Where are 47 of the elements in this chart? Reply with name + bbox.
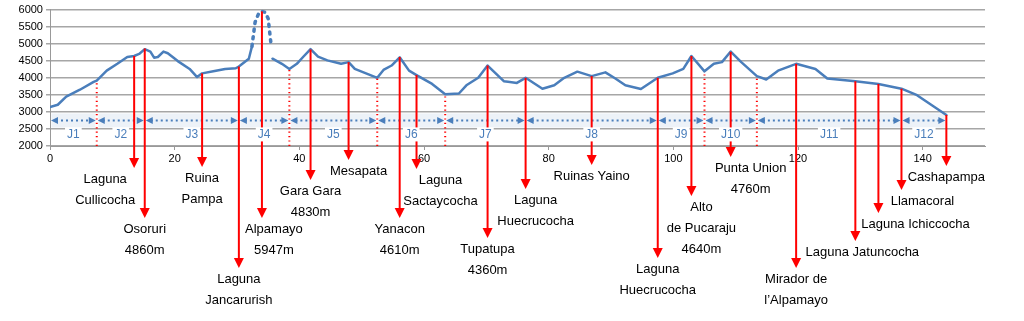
x-tick-label: 140 [913,151,932,164]
x-tick-label: 0 [46,151,54,164]
y-tick-label: 3000 [18,104,43,117]
annotation: Laguna Cullicocha [75,170,136,207]
band-label: J12 [914,126,934,141]
band-label: J7 [479,126,493,141]
band-label: J11 [819,126,839,141]
annotation: Mirador de l’Alpamayo [764,270,828,307]
y-tick-label: 6000 [18,2,43,15]
y-tick-label: 2000 [18,139,43,152]
annotation: Laguna Huecrucocha [497,191,575,228]
annotation: Gara Gara 4830m [279,182,343,219]
annotation: Tupatupa 4360m [460,240,516,277]
band-label: J1 [67,126,81,141]
annotation: Laguna Jatuncocha [805,243,920,259]
annotation: Laguna Ichiccocha [861,215,971,231]
y-tick-label: 4000 [18,70,43,83]
band-label: J10 [721,126,741,141]
annotation: Ruina Pampa [181,169,224,206]
annotation: Mesapata [330,162,388,178]
annotation: Punta Union 4760m [714,159,787,196]
annotation: Alpamayo 5947m [245,220,303,257]
annotation: Yanacon 4610m [374,220,425,257]
annotation: Cashapampa [907,168,986,184]
band-label: J5 [326,126,340,141]
y-tick-label: 3500 [18,87,43,100]
band-label: J9 [674,126,688,141]
y-tick-label: 2500 [18,121,43,134]
band-label: J4 [257,126,271,141]
band-label: J2 [114,126,128,141]
x-tick-label: 20 [168,151,181,164]
annotation: Ruinas Yaino [553,167,630,183]
y-tick-label: 4500 [18,53,43,66]
x-tick-label: 80 [542,151,555,164]
annotation: Laguna Sactaycocha [403,171,479,208]
band-label: J8 [585,126,599,141]
annotation: Llamacoral [890,192,955,208]
annotation: Laguna Huecrucocha [619,260,697,297]
x-tick-label: 100 [664,151,683,164]
annotation: Osoruri 4860m [123,220,167,257]
y-tick-label: 5000 [18,36,43,49]
y-tick-label: 5500 [18,19,43,32]
annotation: Alto de Pucaraju 4640m [666,198,737,256]
band-label: J3 [185,126,199,141]
band-label: J6 [404,126,418,141]
annotation: Laguna Jancarurish [205,270,273,307]
x-tick-label: 40 [293,151,306,164]
